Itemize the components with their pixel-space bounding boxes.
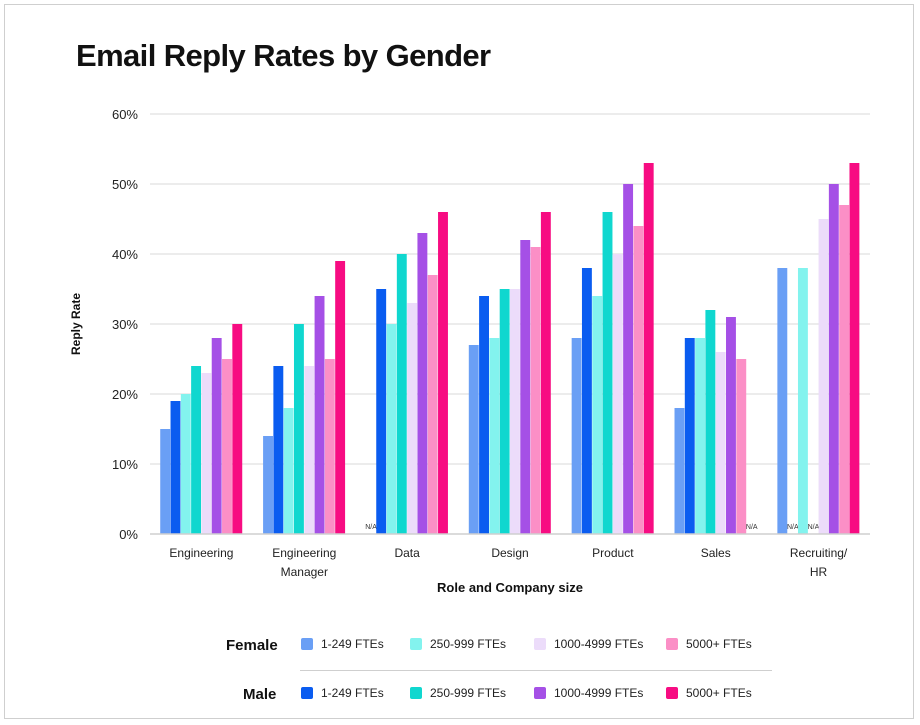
na-label: N/A bbox=[808, 524, 820, 531]
bar bbox=[232, 324, 243, 534]
na-label: N/A bbox=[746, 524, 758, 531]
y-axis-title: Reply Rate bbox=[69, 293, 83, 355]
bar bbox=[715, 352, 726, 534]
x-tick-label: Engineering bbox=[272, 546, 336, 560]
bar bbox=[304, 366, 315, 534]
x-tick-label: Data bbox=[394, 546, 420, 560]
bar bbox=[499, 289, 510, 534]
x-axis-title: Role and Company size bbox=[437, 580, 583, 595]
y-tick-label: 20% bbox=[112, 387, 138, 402]
y-tick-label: 30% bbox=[112, 317, 138, 332]
bar bbox=[386, 324, 397, 534]
bar bbox=[705, 310, 716, 534]
bar bbox=[726, 317, 736, 534]
bar bbox=[160, 429, 171, 534]
bar bbox=[571, 338, 582, 534]
bar bbox=[777, 268, 788, 534]
na-label: N/A bbox=[787, 524, 799, 531]
bar bbox=[396, 254, 407, 534]
bar bbox=[211, 338, 222, 534]
bar bbox=[674, 408, 685, 534]
bar bbox=[828, 184, 839, 534]
bar bbox=[201, 373, 212, 534]
chart-title: Email Reply Rates by Gender bbox=[76, 38, 491, 73]
chart-frame bbox=[4, 4, 914, 719]
bar bbox=[684, 338, 695, 534]
bar bbox=[468, 345, 479, 534]
bar bbox=[581, 268, 592, 534]
bar bbox=[695, 338, 706, 534]
na-label: N/A bbox=[365, 524, 377, 531]
bar bbox=[612, 254, 623, 534]
bar bbox=[643, 163, 654, 534]
x-tick-label: Recruiting/ bbox=[790, 546, 848, 560]
bar bbox=[180, 394, 191, 534]
bar bbox=[438, 212, 448, 534]
bar bbox=[530, 247, 541, 534]
bar bbox=[427, 275, 438, 534]
bar bbox=[818, 219, 829, 534]
bar bbox=[510, 289, 520, 534]
bar bbox=[633, 226, 644, 534]
y-tick-label: 0% bbox=[119, 527, 138, 542]
bar bbox=[222, 359, 232, 534]
bar bbox=[324, 359, 335, 534]
bar bbox=[273, 366, 284, 534]
y-tick-label: 40% bbox=[112, 247, 138, 262]
bar bbox=[263, 436, 273, 534]
bar bbox=[407, 303, 418, 534]
y-tick-label: 10% bbox=[112, 457, 138, 472]
bar bbox=[489, 338, 500, 534]
bar bbox=[335, 261, 346, 534]
bar bbox=[520, 240, 531, 534]
bar bbox=[602, 212, 613, 534]
bar bbox=[417, 233, 428, 534]
bar bbox=[736, 359, 747, 534]
bar bbox=[849, 163, 860, 534]
bar bbox=[797, 268, 808, 534]
bar bbox=[592, 296, 603, 534]
x-tick-label: Sales bbox=[701, 546, 731, 560]
x-tick-label: Product bbox=[592, 546, 634, 560]
bar bbox=[314, 296, 325, 534]
x-tick-label: Engineering bbox=[169, 546, 233, 560]
bar bbox=[376, 289, 387, 534]
bar bbox=[839, 205, 850, 534]
x-tick-label: Design bbox=[491, 546, 528, 560]
bar bbox=[293, 324, 304, 534]
bar bbox=[479, 296, 489, 534]
x-tick-label: HR bbox=[810, 565, 828, 579]
y-tick-label: 60% bbox=[112, 107, 138, 122]
x-tick-label: Manager bbox=[281, 565, 328, 579]
y-tick-label: 50% bbox=[112, 177, 138, 192]
bar bbox=[623, 184, 634, 534]
bar bbox=[170, 401, 181, 534]
bar bbox=[191, 366, 202, 534]
bar bbox=[540, 212, 551, 534]
bar bbox=[283, 408, 294, 534]
